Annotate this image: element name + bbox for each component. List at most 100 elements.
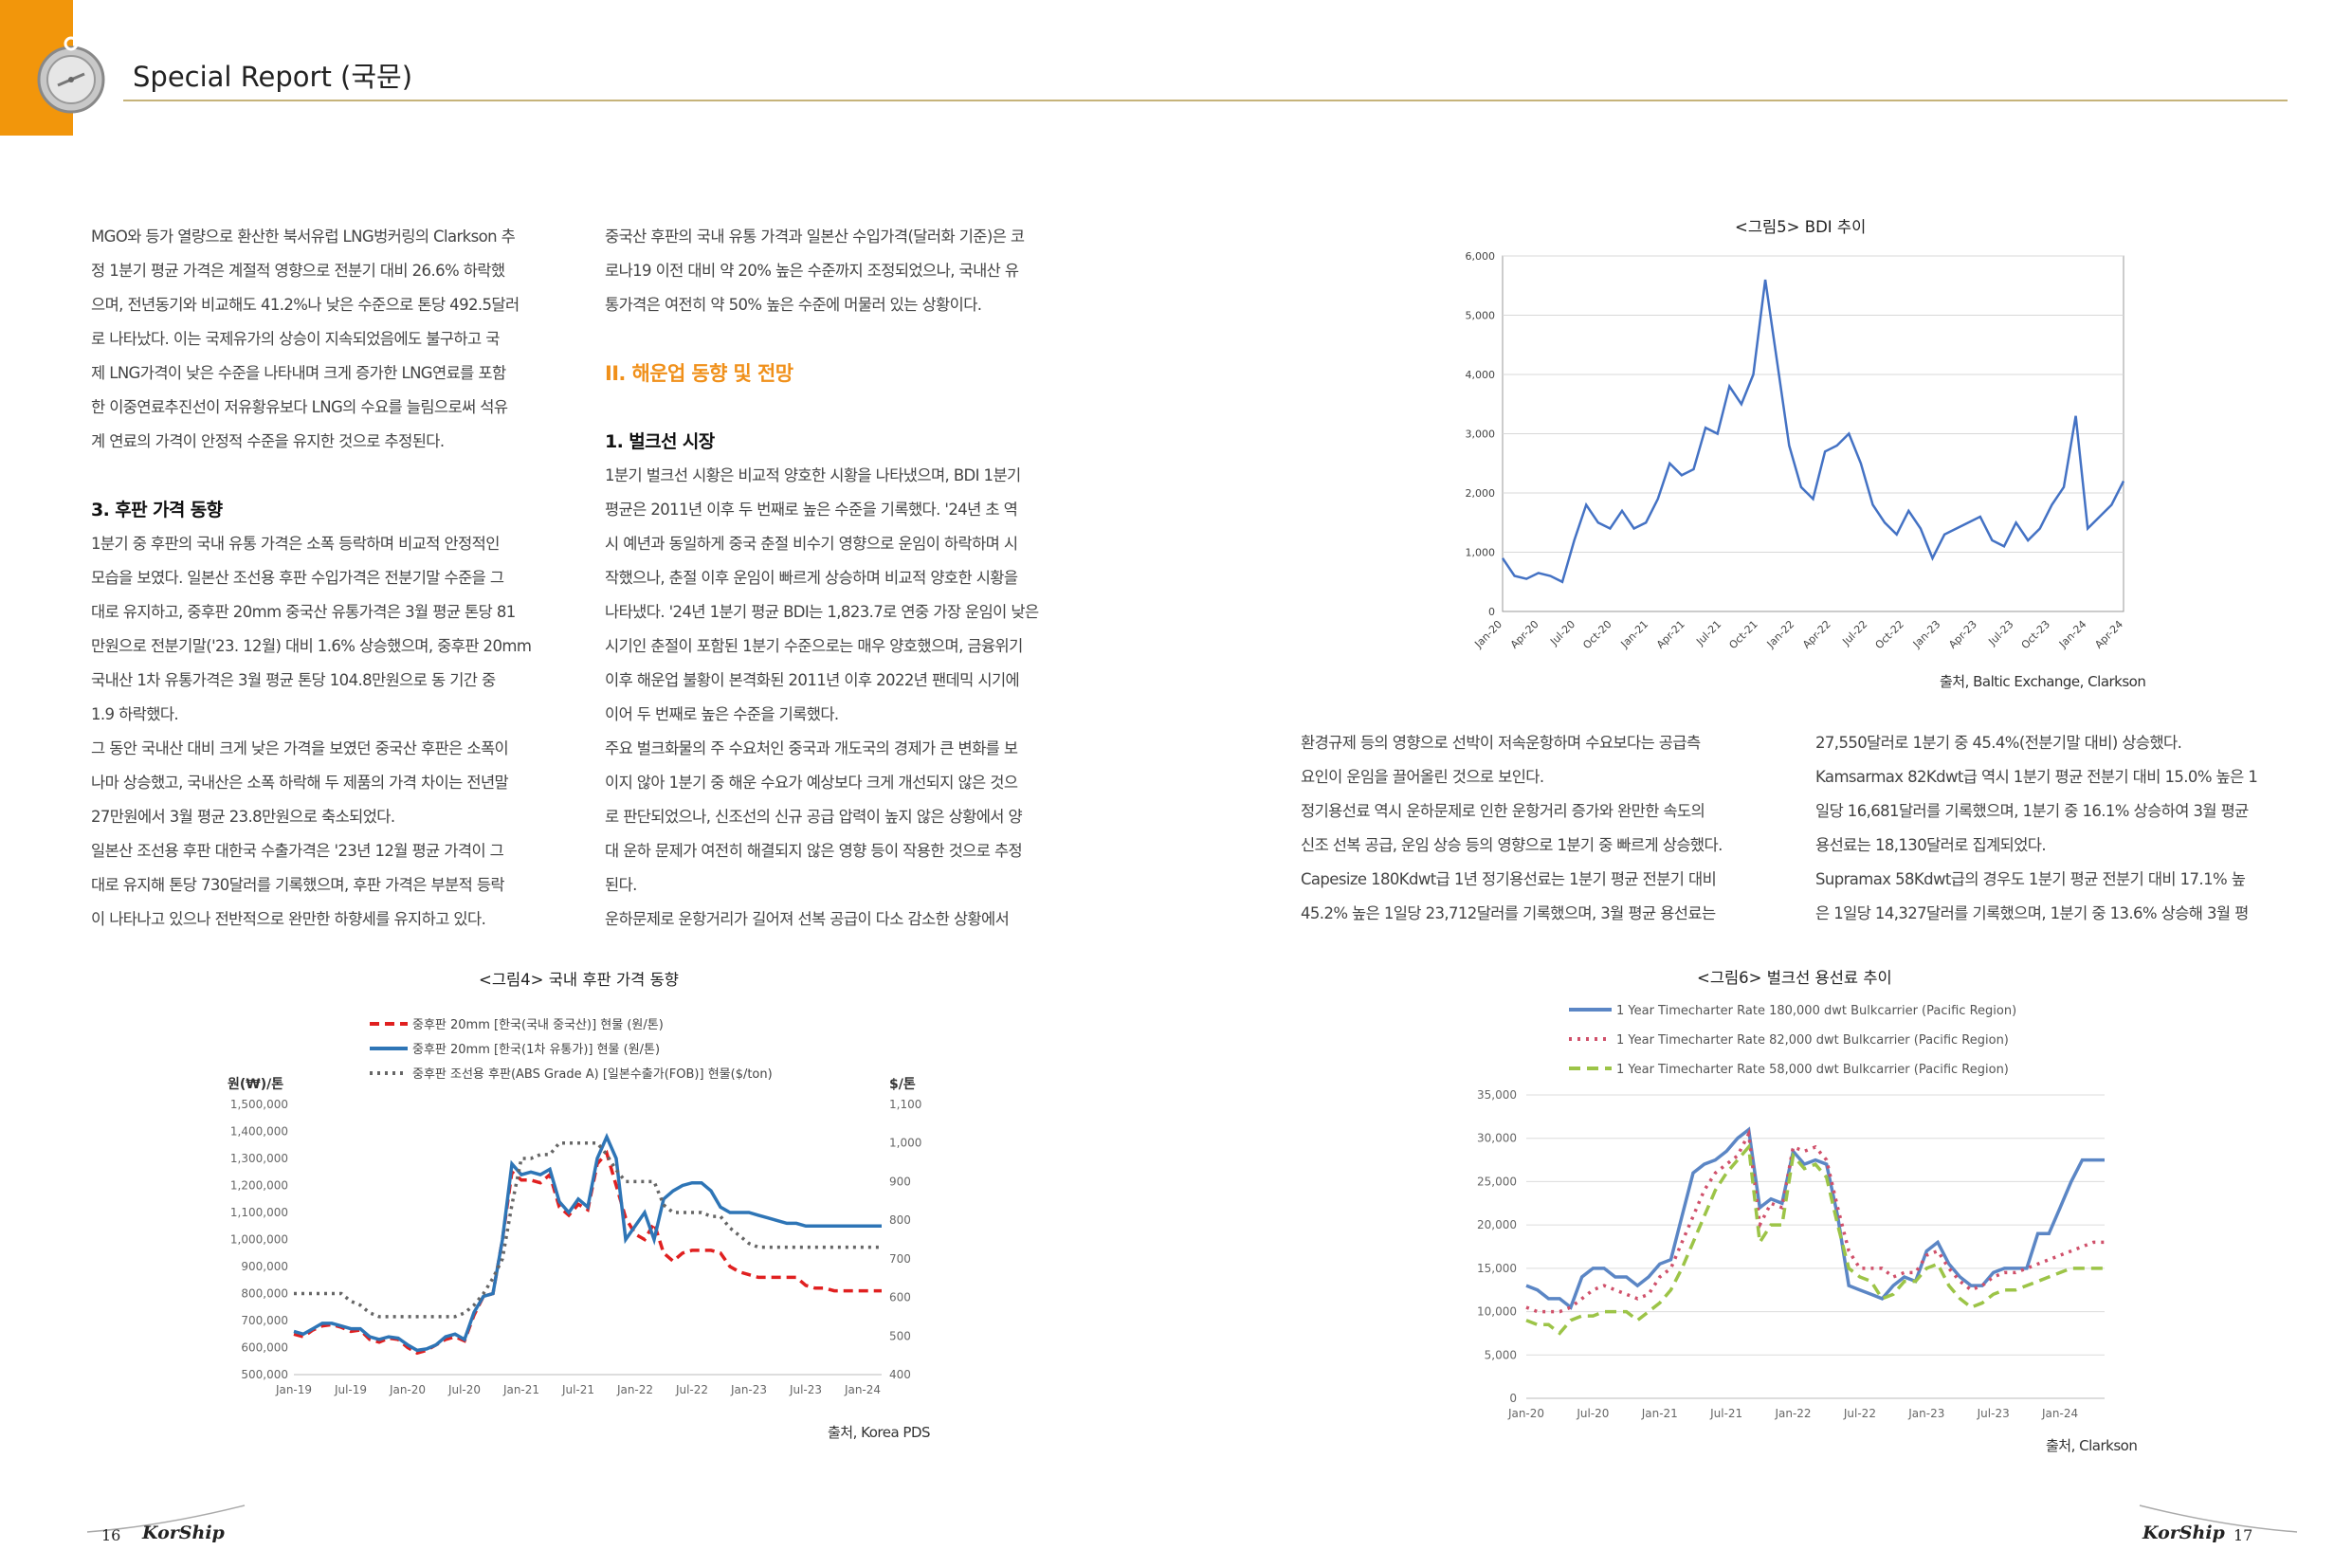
korship-logo-right: KorShip — [2142, 1522, 2225, 1543]
y-left-tick: 900,000 — [241, 1260, 288, 1273]
y-left-tick: 500,000 — [241, 1368, 288, 1381]
text-line: 나마 상승했고, 국내산은 소폭 하락해 두 제품의 가격 차이는 전년말 — [91, 774, 509, 792]
left-axis-unit: 원(₩)/톤 — [228, 1077, 283, 1092]
right-axis-unit: $/톤 — [889, 1077, 916, 1092]
x-tick: Jan-24 — [2056, 618, 2089, 651]
text-line: 로나19 이전 대비 약 20% 높은 수준까지 조정되었으나, 국내산 유 — [605, 262, 1019, 280]
x-tick: Apr-24 — [2092, 618, 2125, 651]
text-line: Capesize 180Kdwt급 1년 정기용선료는 1분기 평균 전분기 대… — [1301, 870, 1717, 888]
y-right-tick: 900 — [889, 1175, 911, 1188]
x-tick: Jul-22 — [675, 1383, 708, 1396]
compass-icon — [37, 36, 105, 114]
paragraph-gap — [605, 391, 1039, 425]
text-line: 이 나타나고 있으나 전반적으로 완만한 하향세를 유지하고 있다. — [91, 910, 486, 928]
series-line — [1525, 1142, 2105, 1336]
y-tick: 30,000 — [1477, 1132, 1517, 1145]
text-line: 국내산 1차 유통가격은 3월 평균 톤당 104.8만원으로 동 기간 중 — [91, 671, 496, 689]
x-tick: Jan-22 — [1774, 1407, 1811, 1420]
x-tick: Jan-23 — [1907, 1407, 1944, 1420]
text-line: 시기인 춘절이 포함된 1분기 수준으로는 매우 양호했으며, 금융위기 — [605, 637, 1023, 655]
x-tick: Jul-21 — [1693, 618, 1723, 648]
text-line: 환경규제 등의 영향으로 선박이 저속운항하며 수요보다는 공급측 — [1301, 734, 1701, 752]
x-tick: Jul-20 — [1576, 1407, 1609, 1420]
x-tick: Jul-22 — [1843, 1407, 1876, 1420]
text-line: 용선료는 18,130달러로 집계되었다. — [1815, 836, 2047, 854]
y-tick: 10,000 — [1477, 1305, 1517, 1319]
text-line: 1분기 벌크선 시황은 비교적 양호한 시황을 나타냈으며, BDI 1분기 — [605, 466, 1021, 484]
text-line: 작했으나, 춘절 이후 운임이 빠르게 상승하며 비교적 양호한 시황을 — [605, 569, 1018, 587]
y-right-tick: 1,100 — [889, 1098, 921, 1111]
y-left-tick: 1,400,000 — [230, 1125, 288, 1139]
legend-label: 1 Year Timecharter Rate 58,000 dwt Bulkc… — [1616, 1063, 2009, 1077]
x-tick: Jan-19 — [275, 1383, 312, 1396]
x-tick: Jan-24 — [844, 1383, 881, 1396]
legend-label: 1 Year Timecharter Rate 180,000 dwt Bulk… — [1616, 1004, 2016, 1018]
x-tick: Jul-23 — [1986, 618, 2016, 648]
text-line: 한 이중연료추진선이 저유황유보다 LNG의 수요를 늘림으로써 석유 — [91, 398, 508, 416]
x-tick: Jan-21 — [1641, 1407, 1678, 1420]
text-line: 운하문제로 운항거리가 길어져 선복 공급이 다소 감소한 상황에서 — [605, 910, 1010, 928]
y-left-tick: 600,000 — [241, 1341, 288, 1355]
steel-plate-price-chart: 중후판 20mm [한국(국내 중국산)] 현물 (원/톤) 중후판 20mm [… — [228, 1018, 921, 1396]
text-line: 일본산 조선용 후판 대한국 수출가격은 '23년 12월 평균 가격이 그 — [91, 842, 504, 860]
text-line: 정기용선료 역시 운하문제로 인한 운항거리 증가와 완만한 속도의 — [1301, 802, 1705, 820]
y-tick: 1,000 — [1466, 547, 1496, 559]
x-tick: Apr-20 — [1508, 618, 1541, 651]
legend-label: 중후판 조선용 후판(ABS Grade A) [일본수출가(FOB)] 현물(… — [412, 1067, 773, 1082]
section-heading: 3. 후판 가격 동향 — [91, 500, 223, 520]
page-number-left: 16 — [101, 1526, 121, 1544]
y-right-tick: 800 — [889, 1213, 911, 1227]
y-tick: 6,000 — [1466, 250, 1496, 263]
timecharter-rate-chart: 1 Year Timecharter Rate 180,000 dwt Bulk… — [1477, 1004, 2105, 1420]
text-line: 으며, 전년동기와 비교해도 41.2%나 낮은 수준으로 톤당 492.5달러 — [91, 296, 520, 314]
x-tick: Jan-21 — [502, 1383, 539, 1396]
paragraph-gap — [605, 322, 1039, 356]
y-tick: 4,000 — [1466, 369, 1496, 381]
x-tick: Jan-22 — [616, 1383, 653, 1396]
x-tick: Jul-22 — [1839, 618, 1869, 648]
fig6-source: 출처, Clarkson — [2046, 1437, 2138, 1454]
y-tick: 0 — [1509, 1392, 1517, 1405]
text-line: 일당 16,681달러를 기록했으며, 1분기 중 16.1% 상승하여 3월 … — [1815, 802, 2249, 820]
text-line: Kamsarmax 82Kdwt급 역시 1분기 평균 전분기 대비 15.0%… — [1815, 768, 2258, 786]
y-right-tick: 500 — [889, 1329, 911, 1342]
text-line: 평균은 2011년 이후 두 번째로 높은 수준을 기록했다. '24년 초 역 — [605, 501, 1018, 519]
text-line: 1.9 하락했다. — [91, 705, 179, 723]
text-column-4: 27,550달러로 1분기 중 45.4%(전분기말 대비) 상승했다. Kams… — [1815, 726, 2258, 931]
y-tick: 25,000 — [1477, 1175, 1517, 1188]
text-line: 된다. — [605, 876, 637, 894]
text-line: 은 1일당 14,327달러를 기록했으며, 1분기 중 13.6% 상승해 3… — [1815, 904, 2249, 922]
x-tick: Jan-22 — [1764, 618, 1797, 651]
header-divider — [123, 100, 2288, 101]
text-line: 27,550달러로 1분기 중 45.4%(전분기말 대비) 상승했다. — [1815, 734, 2182, 752]
x-tick: Jan-24 — [2041, 1407, 2078, 1420]
page-title: Special Report (국문) — [133, 61, 413, 93]
x-tick: Oct-20 — [1580, 618, 1614, 651]
x-tick: Apr-22 — [1800, 618, 1833, 651]
x-tick: Jul-21 — [561, 1383, 594, 1396]
y-left-tick: 1,500,000 — [230, 1098, 288, 1111]
y-right-tick: 400 — [889, 1368, 911, 1381]
x-tick: Jan-20 — [389, 1383, 426, 1396]
y-left-tick: 1,200,000 — [230, 1179, 288, 1193]
fig4-title: <그림4> 국내 후판 가격 동향 — [479, 971, 679, 989]
y-right-tick: 600 — [889, 1291, 911, 1304]
text-line: 대 운하 문제가 여전히 해결되지 않은 영향 등이 작용한 것으로 추정 — [605, 842, 1023, 860]
series-line — [293, 1149, 882, 1356]
section-heading: II. 해운업 동향 및 전망 — [605, 362, 793, 385]
series-line — [294, 1140, 882, 1319]
x-tick: Jan-20 — [1472, 618, 1505, 651]
legend-label: 1 Year Timecharter Rate 82,000 dwt Bulkc… — [1616, 1033, 2009, 1048]
footer-swoosh-left — [86, 1504, 246, 1533]
text-line: 주요 벌크화물의 주 수요처인 중국과 개도국의 경제가 큰 변화를 보 — [605, 739, 1018, 757]
text-line: 대로 유지하고, 중후판 20mm 중국산 유통가격은 3월 평균 톤당 81 — [91, 603, 516, 621]
fig4-source: 출처, Korea PDS — [828, 1424, 931, 1441]
text-line: 1분기 중 후판의 국내 유통 가격은 소폭 등락하며 비교적 안정적인 — [91, 535, 500, 553]
x-tick: Jan-20 — [1507, 1407, 1544, 1420]
x-tick: Jan-21 — [1618, 618, 1651, 651]
fig5-source: 출처, Baltic Exchange, Clarkson — [1940, 673, 2146, 690]
y-tick: 5,000 — [1466, 310, 1496, 322]
x-tick: Jul-20 — [1547, 618, 1577, 648]
y-tick: 2,000 — [1466, 487, 1496, 500]
